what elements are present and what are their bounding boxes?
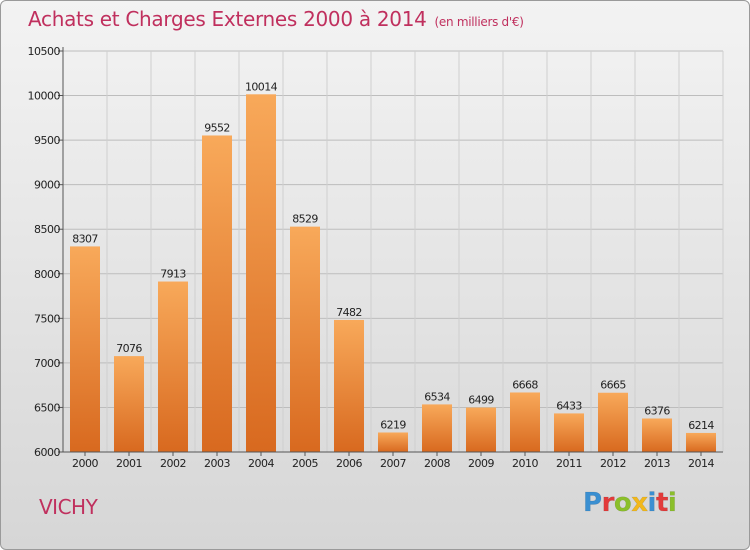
y-tick-label: 7000: [34, 357, 60, 370]
x-tick-label-2008: 2008: [424, 457, 450, 470]
x-tick-label-2010: 2010: [512, 457, 538, 470]
data-label-2012: 6665: [600, 379, 626, 392]
x-tick-label-2004: 2004: [248, 457, 274, 470]
logo-letter: i: [647, 488, 656, 519]
data-label-2013: 6376: [644, 404, 670, 417]
bar-2011: [554, 413, 584, 452]
x-tick-label-2014: 2014: [688, 457, 714, 470]
y-tick-label: 10500: [28, 45, 61, 58]
bar-2003: [202, 135, 232, 452]
x-tick-label-2000: 2000: [72, 457, 98, 470]
y-tick-label: 9000: [34, 179, 60, 192]
y-tick-label: 8000: [34, 268, 60, 281]
x-tick-label-2007: 2007: [380, 457, 406, 470]
chart-title: Achats et Charges Externes 2000 à 2014 (e…: [28, 7, 524, 31]
bar-2013: [642, 418, 672, 452]
y-tick-label: 7500: [34, 312, 60, 325]
x-tick-label-2012: 2012: [600, 457, 626, 470]
bar-2001: [114, 356, 144, 452]
x-tick-label-2001: 2001: [116, 457, 142, 470]
bar-2012: [598, 392, 628, 452]
location-label: VICHY: [39, 495, 98, 519]
logo-letter: x: [631, 488, 648, 519]
bars: [70, 94, 716, 453]
data-label-2003: 9552: [204, 121, 230, 134]
data-label-2002: 7913: [160, 268, 186, 281]
x-tick-label-2003: 2003: [204, 457, 230, 470]
data-label-2000: 8307: [72, 232, 98, 245]
x-tick-label-2013: 2013: [644, 457, 670, 470]
data-label-2011: 6433: [556, 399, 582, 412]
logo-letter: r: [601, 488, 614, 519]
bar-2009: [466, 407, 496, 452]
x-tick-label-2011: 2011: [556, 457, 582, 470]
x-tick-label-2006: 2006: [336, 457, 362, 470]
data-label-2014: 6214: [688, 419, 714, 432]
logo-letter: P: [583, 488, 603, 519]
bar-2004: [246, 94, 276, 453]
y-tick-label: 8500: [34, 223, 60, 236]
bar-2010: [510, 392, 540, 452]
title-text: Achats et Charges Externes 2000 à 2014: [28, 7, 427, 31]
bar-2006: [334, 319, 364, 452]
data-label-2005: 8529: [292, 213, 318, 226]
y-tick-label: 6000: [34, 446, 60, 459]
axes: [58, 47, 723, 456]
bar-2008: [422, 404, 452, 452]
bar-2007: [378, 432, 408, 452]
proxiti-logo: Proxiti: [583, 488, 677, 519]
bar-2002: [158, 281, 188, 452]
logo-letter: i: [667, 488, 677, 519]
data-label-2004: 10014: [245, 80, 278, 93]
data-label-2007: 6219: [380, 418, 406, 431]
bar-2005: [290, 226, 320, 452]
logo-letter: o: [613, 488, 632, 519]
bar-2014: [686, 432, 716, 452]
data-label-2001: 7076: [116, 342, 142, 355]
y-tick-label: 10000: [28, 90, 61, 103]
x-tick-label-2005: 2005: [292, 457, 318, 470]
labels: 6000 6500 7000 7500 8000 8500 9000 9500 10000 105…: [28, 45, 715, 470]
data-label-2010: 6668: [512, 378, 538, 391]
y-tick-label: 9500: [34, 134, 60, 147]
bar-2000: [70, 246, 100, 452]
data-label-2006: 7482: [336, 306, 362, 319]
y-tick-label: 6500: [34, 401, 60, 414]
x-tick-label-2009: 2009: [468, 457, 494, 470]
x-tick-label-2002: 2002: [160, 457, 186, 470]
unit-label: (en milliers d'€): [434, 15, 524, 29]
logo-letter: t: [655, 488, 669, 519]
data-label-2009: 6499: [468, 394, 494, 407]
data-label-2008: 6534: [424, 390, 450, 403]
